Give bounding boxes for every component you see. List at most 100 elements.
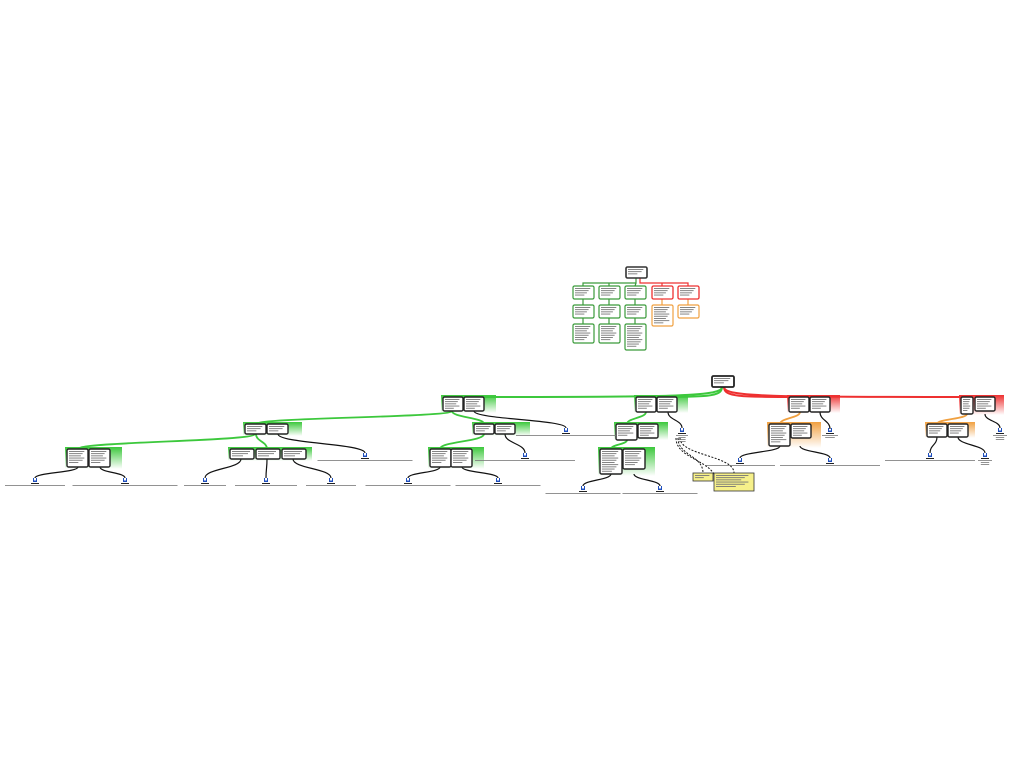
connector-line (277, 433, 366, 454)
text-line (627, 290, 641, 292)
premise-node[interactable] (266, 423, 289, 435)
source-leaf[interactable] (5, 478, 65, 486)
source-text (885, 460, 975, 461)
minimap-rebuttal-node[interactable] (651, 304, 674, 327)
text-line (602, 451, 619, 452)
source-leaf[interactable] (235, 478, 297, 486)
node-box[interactable] (625, 266, 648, 279)
premise-node[interactable] (229, 448, 255, 460)
text-line (627, 334, 641, 336)
premise-node[interactable] (768, 423, 791, 447)
text-line (575, 334, 589, 336)
source-leaf[interactable] (516, 428, 616, 436)
premise-node[interactable] (255, 448, 281, 460)
minimap-objection-node[interactable] (651, 285, 674, 300)
premise-node[interactable] (599, 448, 623, 475)
premise-node[interactable] (622, 448, 646, 470)
text-line (91, 459, 105, 461)
text-line (602, 464, 619, 466)
premise-node[interactable] (974, 396, 996, 412)
minimap-support-node[interactable] (624, 304, 647, 319)
text-line (602, 457, 619, 459)
text-line (793, 426, 808, 427)
connector-line (667, 411, 683, 429)
premise-node[interactable] (947, 423, 969, 438)
minimap-support-node[interactable] (572, 323, 595, 344)
premise-node[interactable] (494, 423, 516, 435)
text-line (476, 428, 489, 430)
text-line (432, 451, 448, 452)
premise-node[interactable] (960, 396, 974, 415)
premise-node[interactable] (281, 448, 307, 460)
minimap-rebuttal-node[interactable] (677, 304, 700, 319)
source-title (404, 483, 412, 484)
node-box[interactable] (599, 448, 623, 475)
source-leaf[interactable] (365, 478, 451, 486)
premise-node[interactable] (244, 423, 267, 435)
node-box[interactable] (711, 375, 735, 388)
premise-node[interactable] (637, 423, 659, 439)
minimap-support-node[interactable] (598, 323, 621, 344)
text-line (602, 455, 615, 457)
source-leaf[interactable] (317, 453, 413, 461)
minimap-main-claim[interactable] (625, 266, 648, 279)
note-box[interactable] (692, 472, 714, 482)
premise-node[interactable] (790, 423, 812, 439)
text-line (91, 451, 107, 452)
text-line (640, 426, 655, 427)
minimap-objection-node[interactable] (677, 285, 700, 300)
text-line (445, 407, 454, 409)
source-leaf[interactable] (885, 453, 975, 461)
premise-node[interactable] (788, 396, 810, 413)
text-line (714, 382, 724, 384)
source-leaf[interactable] (780, 458, 880, 466)
source-leaf[interactable] (978, 453, 992, 465)
node-box[interactable] (622, 448, 646, 470)
premise-node[interactable] (473, 423, 495, 435)
text-line (476, 430, 485, 432)
text-line (466, 401, 479, 403)
text-line (654, 313, 670, 315)
source-leaf[interactable] (455, 478, 541, 486)
note-box[interactable] (713, 472, 755, 492)
source-leaf[interactable] (676, 428, 688, 442)
premise-node[interactable] (66, 448, 89, 468)
premise-node[interactable] (809, 396, 831, 413)
premise-node[interactable] (429, 448, 452, 468)
source-leaf[interactable] (545, 486, 621, 494)
text-line (716, 483, 745, 485)
source-icon (658, 486, 662, 490)
minimap-support-node[interactable] (572, 304, 595, 319)
text-line (575, 328, 589, 330)
minimap-support-node[interactable] (598, 304, 621, 319)
text-line (771, 437, 783, 438)
premise-node[interactable] (615, 423, 638, 441)
premise-node[interactable] (926, 423, 948, 438)
source-leaf[interactable] (622, 486, 698, 494)
text-line (445, 405, 460, 407)
premise-node[interactable] (450, 448, 473, 468)
minimap-support-node[interactable] (572, 285, 595, 300)
minimap-support-node[interactable] (624, 323, 647, 351)
source-leaf[interactable] (475, 453, 575, 461)
text-line (963, 403, 969, 405)
source-icon (329, 478, 333, 482)
premise-node[interactable] (656, 396, 678, 413)
premise-node[interactable] (635, 396, 657, 413)
minimap-support-node[interactable] (598, 285, 621, 300)
source-leaf[interactable] (184, 478, 226, 486)
source-text (825, 437, 835, 438)
main-claim-node[interactable] (711, 375, 735, 388)
source-leaf[interactable] (306, 478, 356, 486)
node-box[interactable] (615, 423, 638, 441)
premise-node[interactable] (442, 396, 464, 412)
premise-node[interactable] (88, 448, 111, 468)
minimap-support-node[interactable] (624, 285, 647, 300)
source-leaf[interactable] (72, 478, 178, 486)
source-leaf[interactable] (822, 428, 838, 438)
source-leaf[interactable] (705, 458, 775, 466)
source-icon (564, 428, 568, 432)
source-leaf[interactable] (993, 428, 1007, 440)
premise-node[interactable] (463, 396, 485, 412)
